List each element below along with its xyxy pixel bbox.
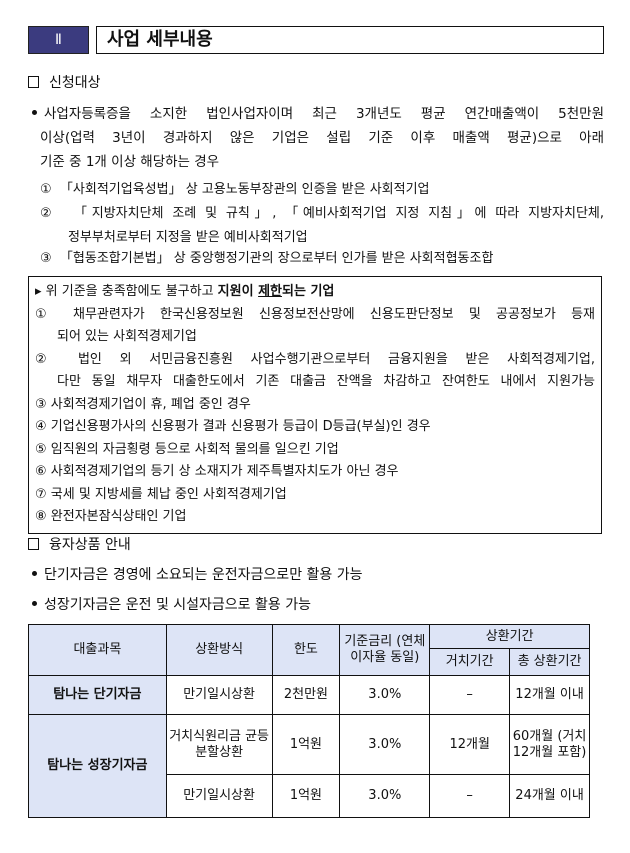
cell-rate: 3.0%: [339, 774, 431, 818]
text-line: 사업자등록증을 소지한 법인사업자이며 최근 3개년도 평균 연간매출액이 5천…: [44, 106, 604, 122]
checkbox-square-icon: [28, 538, 39, 550]
section-heading-products: 융자상품 안내: [28, 534, 131, 554]
bullet-icon: [32, 601, 37, 606]
cell-limit: 2천만원: [271, 675, 341, 715]
table-row: 만기일시상환 1억원 3.0% – 24개월 이내: [29, 774, 590, 818]
header-product: 대출과목: [28, 624, 167, 676]
product-bullet: 성장기자금은 운전 및 시설자금으로 활용 가능: [32, 594, 311, 614]
table-row: 탐나는 단기자금 만기일시상환 2천만원 3.0% – 12개월 이내: [28, 675, 590, 715]
cell-grace: –: [429, 774, 511, 818]
restriction-line: ⑧ 완전자본잠식상태인 기업: [35, 509, 187, 524]
table-row: 탐나는 성장기자금 거치식원리금 균등분할상환 1억원 3.0% 12개월 60…: [28, 714, 590, 818]
loan-products-table: 대출과목 상환방식 한도 기준금리 (연체이자율 동일) 상환기간 거치기간 총…: [28, 624, 590, 818]
restriction-line: ③ 사회적경제기업이 휴, 폐업 중인 경우: [35, 396, 251, 412]
section-title: 융자상품 안내: [49, 537, 131, 553]
section-title: 신청대상: [49, 75, 101, 91]
item-number: ③: [40, 251, 52, 266]
text-line: 성장기자금은 운전 및 시설자금으로 활용 가능: [44, 597, 311, 613]
header-limit: 한도: [271, 624, 341, 676]
criteria-item-2: ② 「지방자치단체 조례 및 규칙」, 「예비사회적기업 지정 지침」에 따라 …: [40, 202, 604, 245]
restriction-line: ⑦ 국세 및 지방세를 체납 중인 사회적경제기업: [35, 486, 287, 502]
restriction-line: ① 채무관련자가 한국신용정보원 신용정보전산망에 신용도판단정보 및 공공정보…: [35, 306, 595, 322]
header-method: 상환방식: [165, 624, 273, 676]
cell-rate: 3.0%: [339, 714, 431, 775]
text-line: 기준 중 1개 이상 해당하는 경우: [40, 154, 220, 170]
text-line: 「지방자치단체 조례 및 규칙」, 「예비사회적기업 지정 지침」에 따라 지방…: [74, 206, 604, 221]
product-bullet: 단기자금은 경영에 소요되는 운전자금으로만 활용 가능: [32, 564, 363, 584]
restriction-heading: ▸ 위 기준을 충족함에도 불구하고 지원이 제한되는 기업: [35, 281, 595, 304]
text-line: 「협동조합기본법」 상 중앙행정기관의 장으로부터 인가를 받은 사회적협동조합: [59, 251, 494, 266]
restriction-line: ⑥ 사회적경제기업의 등기 상 소재지가 제주특별자치도가 아닌 경우: [35, 464, 399, 479]
cell-grace: 12개월: [429, 714, 511, 775]
restriction-box: ▸ 위 기준을 충족함에도 불구하고 지원이 제한되는 기업 ① 채무관련자가 …: [28, 276, 602, 534]
item-number: ②: [40, 206, 57, 221]
cell-total: 12개월 이내: [509, 675, 590, 715]
header-period: 상환기간: [429, 624, 590, 649]
cell-method: 만기일시상환: [165, 774, 273, 818]
checkbox-square-icon: [28, 76, 39, 88]
cell-product: 탐나는 성장기자금: [28, 714, 167, 818]
eligibility-bullet: 사업자등록증을 소지한 법인사업자이며 최근 3개년도 평균 연간매출액이 5천…: [32, 102, 604, 174]
header-grace: 거치기간: [429, 648, 511, 676]
cell-limit: 1억원: [271, 774, 341, 818]
restriction-line: 다만 동일 채무자 대출한도에서 기존 대출금 잔액을 차감하고 잔여한도 내에…: [57, 374, 595, 389]
section-number-badge: Ⅱ: [28, 26, 89, 54]
item-number: ①: [40, 182, 52, 197]
cell-limit: 1억원: [271, 714, 341, 775]
text: 되는 기업: [282, 284, 335, 299]
restriction-line: 되어 있는 사회적경제기업: [57, 329, 197, 344]
criteria-item-3: ③ 「협동조합기본법」 상 중앙행정기관의 장으로부터 인가를 받은 사회적협동…: [40, 247, 493, 266]
restriction-line: ② 법인 외 서민금융진흥원 사업수행기관으로부터 금융지원을 받은 사회적경제…: [35, 351, 595, 367]
cell-total: 24개월 이내: [509, 774, 590, 818]
text-line: 정부부처로부터 지정을 받은 예비사회적기업: [68, 230, 308, 245]
cell-product: 탐나는 단기자금: [28, 675, 167, 715]
header-rate: 기준금리 (연체이자율 동일): [339, 624, 431, 676]
text-line: 이상(업력 3년이 경과하지 않은 기업은 설립 기준 이후 매출액 평균)으로…: [40, 130, 604, 146]
text: ▸ 위 기준을 충족함에도 불구하고: [35, 284, 218, 299]
criteria-item-1: ① 「사회적기업육성법」 상 고용노동부장관의 인증을 받은 사회적기업: [40, 178, 430, 197]
cell-rate: 3.0%: [339, 675, 431, 715]
cell-grace: –: [429, 675, 511, 715]
cell-method: 만기일시상환: [165, 675, 273, 715]
text: 지원이: [217, 284, 259, 299]
page-title: 사업 세부내용: [96, 26, 604, 54]
bullet-icon: [32, 571, 37, 576]
cell-method: 거치식원리금 균등분할상환: [165, 714, 273, 775]
restriction-line: ⑤ 임직원의 자금횡령 등으로 사회적 물의를 일으킨 기업: [35, 441, 339, 457]
text-line: 단기자금은 경영에 소요되는 운전자금으로만 활용 가능: [44, 567, 363, 583]
text: 제한: [258, 284, 282, 299]
restriction-line: ④ 기업신용평가사의 신용평가 결과 신용평가 등급이 D등급(부실)인 경우: [35, 419, 431, 434]
header-total: 총 상환기간: [509, 648, 590, 676]
cell-total: 60개월 (거치 12개월 포함): [509, 714, 590, 775]
section-heading-eligibility: 신청대상: [28, 72, 101, 92]
text-line: 「사회적기업육성법」 상 고용노동부장관의 인증을 받은 사회적기업: [59, 182, 430, 197]
bullet-icon: [32, 110, 37, 115]
